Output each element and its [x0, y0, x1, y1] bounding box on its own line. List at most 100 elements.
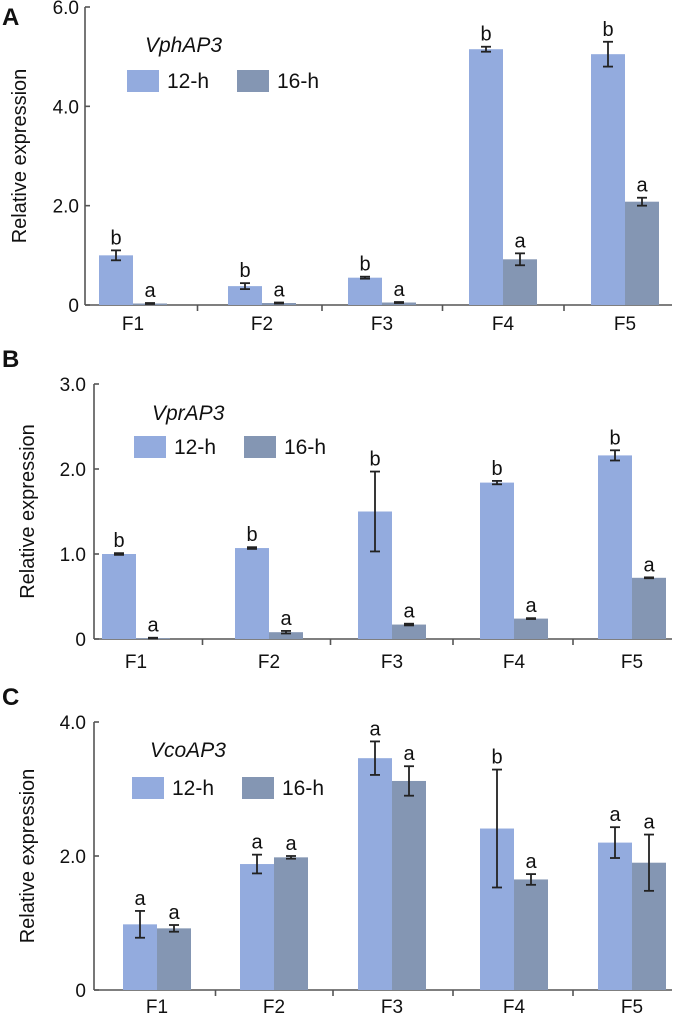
- significance-label: a: [280, 608, 292, 630]
- bar-16-h-f3: [392, 780, 426, 990]
- error-bar-12-h-f2: [240, 282, 250, 291]
- legend-label-16-h: 16-h: [282, 777, 324, 800]
- y-axis-label: Relative expression: [17, 769, 39, 944]
- bar-16-h-f5: [625, 201, 659, 305]
- bar-16-h-f2: [269, 632, 303, 639]
- error-bar-16-h-f2: [286, 855, 296, 860]
- significance-label: a: [393, 279, 405, 301]
- x-tick-label-f4: F4: [492, 314, 515, 335]
- significance-label: a: [403, 743, 415, 765]
- error-bar-16-h-f4: [526, 617, 536, 620]
- x-tick-label-f1: F1: [146, 997, 168, 1017]
- x-tick-label-f2: F2: [258, 652, 280, 673]
- x-tick-label-f5: F5: [621, 997, 643, 1017]
- x-tick-label-f3: F3: [381, 652, 403, 673]
- bar-16-h-f1: [157, 928, 191, 990]
- significance-label: a: [273, 280, 285, 302]
- error-bar-12-h-f3: [360, 275, 370, 280]
- x-tick-label-f4: F4: [503, 652, 526, 673]
- significance-label: a: [134, 888, 146, 910]
- legend-label-16-h: 16-h: [277, 70, 319, 93]
- legend-swatch-12-h: [132, 777, 164, 799]
- x-tick-label-f1: F1: [125, 652, 147, 673]
- y-tick-label: 4.0: [53, 97, 79, 118]
- bar-12-h-f5: [598, 455, 632, 639]
- x-tick-label-f3: F3: [371, 314, 393, 335]
- error-bar-16-h-f3: [404, 765, 414, 797]
- gene-title: VcoAP3: [150, 739, 226, 762]
- significance-label: b: [609, 427, 620, 449]
- bar-12-h-f3: [348, 277, 382, 305]
- legend-swatch-16-h: [244, 436, 276, 458]
- error-bar-16-h-f4: [526, 873, 536, 886]
- significance-label: a: [251, 832, 263, 854]
- significance-label: b: [602, 19, 613, 41]
- y-tick-label: 0: [75, 981, 86, 1002]
- significance-label: a: [636, 175, 648, 197]
- bar-16-h-f5: [632, 577, 666, 639]
- panel-a: A Relative expression 0 2.0 4.0 6.0 F1 F2 F3 F4 F5…: [2, 0, 672, 335]
- x-tick-label-f2: F2: [251, 314, 273, 335]
- error-bar-12-h-f4: [492, 768, 502, 889]
- y-tick-label: 6.0: [53, 0, 79, 19]
- bar-16-h-f3: [392, 624, 426, 639]
- error-bar-16-h-f1: [145, 302, 155, 305]
- error-bar-16-h-f4: [515, 252, 525, 267]
- error-bar-12-h-f1: [114, 552, 124, 556]
- x-tick-label-f1: F1: [122, 314, 144, 335]
- error-bar-12-h-f2: [252, 853, 262, 875]
- bar-12-h-f3: [358, 758, 392, 990]
- significance-label: a: [643, 812, 655, 834]
- error-bar-12-h-f1: [135, 910, 145, 939]
- y-tick-label: 0: [75, 630, 86, 651]
- significance-label: a: [525, 595, 537, 617]
- x-tick-label-f5: F5: [621, 652, 643, 673]
- significance-label: b: [239, 260, 250, 282]
- significance-label: b: [480, 24, 491, 46]
- error-bar-12-h-f2: [247, 546, 257, 550]
- x-tick-label-f3: F3: [381, 997, 403, 1017]
- error-bar-16-h-f5: [644, 833, 654, 892]
- error-bar-12-h-f5: [610, 826, 620, 859]
- error-bar-12-h-f5: [610, 449, 620, 462]
- error-bar-12-h-f1: [111, 249, 121, 262]
- significance-label: b: [246, 524, 257, 546]
- y-tick-label: 2.0: [60, 460, 86, 481]
- bar-12-h-f5: [591, 54, 625, 305]
- significance-label: b: [110, 227, 121, 249]
- error-bar-12-h-f3: [370, 470, 380, 553]
- legend-swatch-16-h: [237, 70, 269, 92]
- bar-16-h-f2: [274, 857, 308, 990]
- y-tick-label: 1.0: [60, 545, 86, 566]
- significance-label: a: [147, 615, 159, 637]
- bar-12-h-f2: [235, 548, 269, 639]
- significance-label: b: [491, 458, 502, 480]
- significance-label: a: [525, 851, 537, 873]
- x-tick-label-f4: F4: [503, 997, 526, 1017]
- error-bar-12-h-f5: [603, 40, 613, 68]
- error-bar-16-h-f2: [274, 301, 284, 305]
- y-tick-label: 2.0: [60, 847, 86, 868]
- legend-label-12-h: 12-h: [174, 436, 216, 459]
- x-tick-label-f2: F2: [263, 997, 285, 1017]
- significance-label: a: [285, 833, 297, 855]
- legend-swatch-12-h: [127, 70, 159, 92]
- legend: 12-h 16-h: [132, 777, 324, 800]
- legend-label-16-h: 16-h: [284, 436, 326, 459]
- error-bar-12-h-f4: [492, 479, 502, 486]
- y-tick-label: 3.0: [60, 375, 86, 396]
- significance-label: a: [144, 280, 156, 302]
- bar-12-h-f5: [598, 842, 632, 990]
- bar-12-h-f4: [480, 482, 514, 639]
- significance-label: a: [369, 718, 381, 740]
- panel-letter: A: [2, 4, 19, 31]
- panel-b: B Relative expression 0 1.0 2.0 3.0 F1 F2 F3 F4 F5…: [2, 346, 672, 673]
- significance-label: a: [643, 554, 655, 576]
- legend-swatch-16-h: [242, 777, 274, 799]
- error-bar-16-h-f3: [394, 301, 404, 304]
- error-bar-16-h-f5: [644, 576, 654, 580]
- error-bar-16-h-f1: [169, 924, 179, 933]
- gene-title: VprAP3: [152, 402, 225, 425]
